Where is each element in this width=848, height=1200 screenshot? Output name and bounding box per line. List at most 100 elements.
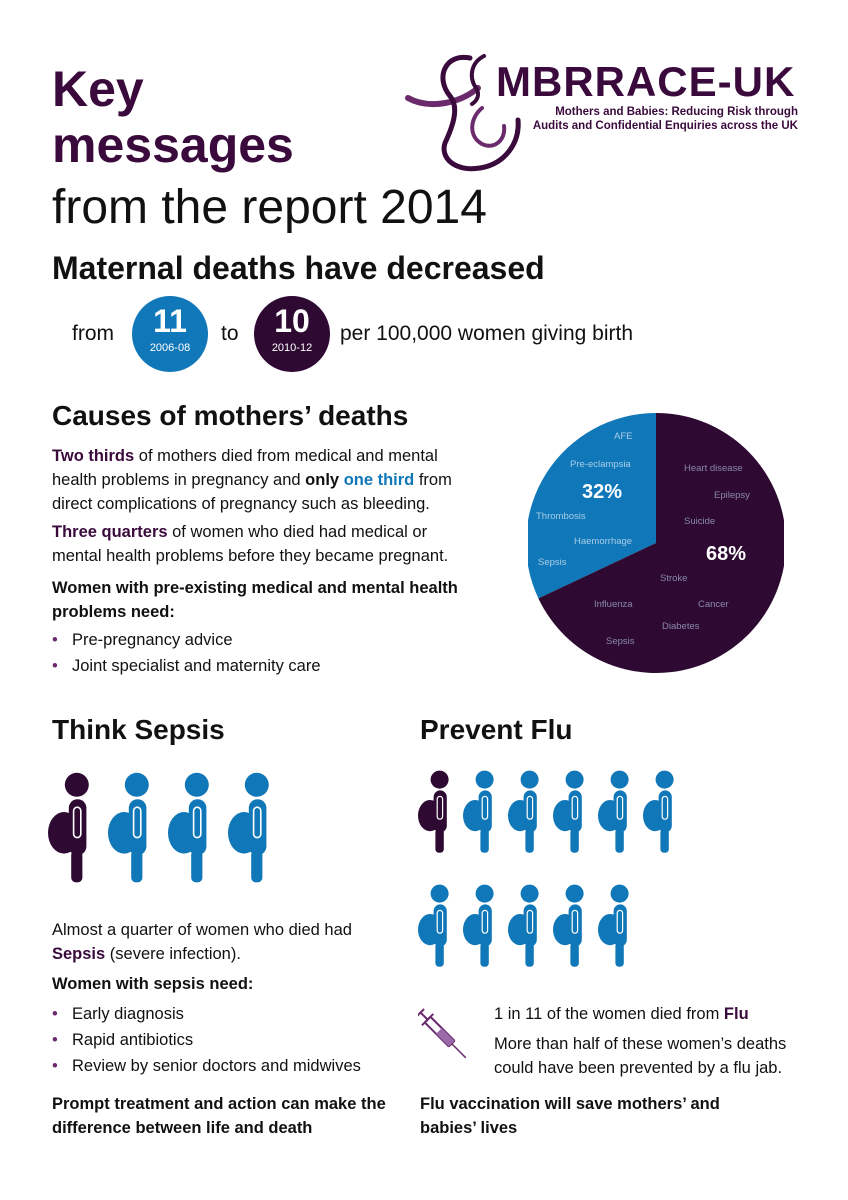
pictogram-figure [598, 760, 634, 869]
title-line-1: Key [52, 61, 144, 117]
causes-paragraph-1: Two thirds of mothers died from medical … [52, 444, 482, 516]
pie-item-label: Haemorrhage [574, 536, 632, 547]
title-line-3: from the report 2014 [52, 181, 487, 234]
flu-word: Flu [723, 1005, 749, 1023]
sepsis-pictogram [48, 758, 348, 900]
flu-pictogram [418, 760, 698, 982]
pictogram-figure [508, 760, 544, 869]
causes-p1-end: from direct complications of pregnancy s… [52, 471, 452, 513]
mbrrace-logo: MBRRACE-UK Mothers and Babies: Reducing … [400, 48, 800, 178]
logo-tagline: Mothers and Babies: Reducing Risk throug… [498, 105, 798, 133]
pregnant-woman-icon [168, 772, 209, 883]
pie-slices [528, 413, 784, 673]
pie-item-label: AFE [614, 431, 632, 442]
sepsis-paragraph: Almost a quarter of women who died had S… [52, 918, 392, 966]
pie-item-label: Suicide [684, 516, 715, 527]
flu-paragraph-1: 1 in 11 of the women died from Flu [494, 1002, 814, 1026]
pie-item-label: Thrombosis [536, 511, 586, 522]
causes-p1-text: of mothers died from medical and mental … [52, 447, 438, 489]
to-label: to [221, 322, 239, 345]
causes-bullet-list: Pre-pregnancy advice Joint specialist an… [52, 627, 321, 679]
sepsis-text-c: (severe infection). [105, 945, 241, 963]
causes-heading: Causes of mothers’ deaths [52, 400, 409, 431]
pregnant-woman-icon [508, 770, 539, 853]
pictogram-figure [508, 874, 544, 983]
stat-circle-2006: 11 2006-08 [132, 296, 208, 372]
sepsis-footer: Prompt treatment and action can make the… [52, 1095, 386, 1137]
flu-footer: Flu vaccination will save mothers’ and b… [420, 1095, 720, 1137]
pictogram-figure [553, 874, 589, 983]
pictogram-figure [463, 874, 499, 983]
deaths-heading: Maternal deaths have decreased [52, 250, 545, 286]
list-item: Rapid antibiotics [52, 1027, 361, 1053]
pie-item-label: Sepsis [606, 636, 635, 647]
pictogram-figure [643, 760, 679, 869]
pie-item-label: Heart disease [684, 463, 743, 474]
flu-paragraph-2: More than half of these women’s deaths c… [494, 1035, 787, 1077]
causes-need-heading: Women with pre-existing medical and ment… [52, 579, 458, 621]
flu-heading: Prevent Flu [420, 714, 573, 745]
deaths-suffix: per 100,000 women giving birth [340, 322, 634, 345]
pictogram-figure [108, 758, 156, 903]
list-item: Joint specialist and maternity care [52, 653, 321, 679]
pregnant-woman-icon [463, 770, 494, 853]
causes-pie-chart: AFE Pre-eclampsia Thrombosis Haemorrhage… [528, 413, 784, 673]
one-third-text: one third [343, 471, 415, 489]
logo-tagline-2: Audits and Confidential Enquiries across… [532, 120, 798, 132]
pie-item-label: Epilepsy [714, 490, 750, 501]
pie-percent-indirect: 68% [706, 543, 746, 565]
only-text: only [305, 471, 340, 489]
sepsis-word: Sepsis [52, 945, 106, 963]
sepsis-heading: Think Sepsis [52, 714, 225, 745]
stat-years-2006: 2006-08 [149, 342, 191, 354]
list-item: Pre-pregnancy advice [52, 627, 321, 653]
title-line-2: messages [52, 117, 294, 173]
pregnant-woman-icon [418, 770, 449, 853]
pie-item-label: Stroke [660, 573, 687, 584]
stat-years-2010: 2010-12 [271, 342, 313, 354]
pictogram-figure [418, 760, 454, 869]
pregnant-woman-icon [463, 884, 494, 967]
pie-labels-direct: AFE Pre-eclampsia Thrombosis Haemorrhage… [536, 431, 632, 568]
pie-item-label: Diabetes [662, 621, 700, 632]
pictogram-figure [418, 874, 454, 983]
pregnant-woman-icon [553, 770, 584, 853]
stat-circle-2010: 10 2010-12 [254, 296, 330, 372]
pie-labels-indirect: Heart disease Epilepsy Suicide Stroke Ca… [594, 463, 750, 647]
two-thirds-text: Two thirds [52, 447, 135, 465]
pie-item-label: Influenza [594, 599, 633, 610]
pregnant-woman-icon [228, 772, 269, 883]
pictogram-figure [168, 758, 216, 903]
pregnant-woman-icon [598, 770, 629, 853]
mother-baby-logo-icon [405, 54, 521, 172]
syringe-icon [418, 1008, 467, 1059]
pictogram-figure [598, 874, 634, 983]
list-item: Early diagnosis [52, 1001, 361, 1027]
logo-tagline-1: Mothers and Babies: Reducing Risk throug… [555, 106, 798, 118]
pie-item-label: Pre-eclampsia [570, 459, 631, 470]
pie-percent-direct: 32% [582, 481, 622, 503]
pregnant-woman-icon [418, 884, 449, 967]
pregnant-woman-icon [48, 772, 89, 883]
pregnant-woman-icon [643, 770, 674, 853]
pregnant-woman-icon [108, 772, 149, 883]
pregnant-woman-icon [508, 884, 539, 967]
stat-value-2006: 11 [153, 303, 187, 339]
list-item: Review by senior doctors and midwives [52, 1053, 361, 1079]
pregnant-woman-icon [553, 884, 584, 967]
pie-item-label: Sepsis [538, 557, 567, 568]
stat-value-2010: 10 [274, 303, 310, 339]
causes-paragraph-2: Three quarters of women who died had med… [52, 520, 472, 568]
pictogram-figure [553, 760, 589, 869]
pregnant-woman-icon [598, 884, 629, 967]
from-label: from [72, 322, 114, 345]
pictogram-figure [48, 758, 96, 903]
causes-p2-text: of women who died had medical or mental … [52, 523, 449, 565]
sepsis-need-heading: Women with sepsis need: [52, 975, 254, 993]
pictogram-figure [228, 758, 276, 903]
three-quarters-text: Three quarters [52, 523, 168, 541]
pie-slice [538, 413, 784, 673]
pie-item-label: Cancer [698, 599, 729, 610]
sepsis-text-a: Almost a quarter of women who died had [52, 921, 352, 939]
pie-slice [528, 413, 656, 599]
